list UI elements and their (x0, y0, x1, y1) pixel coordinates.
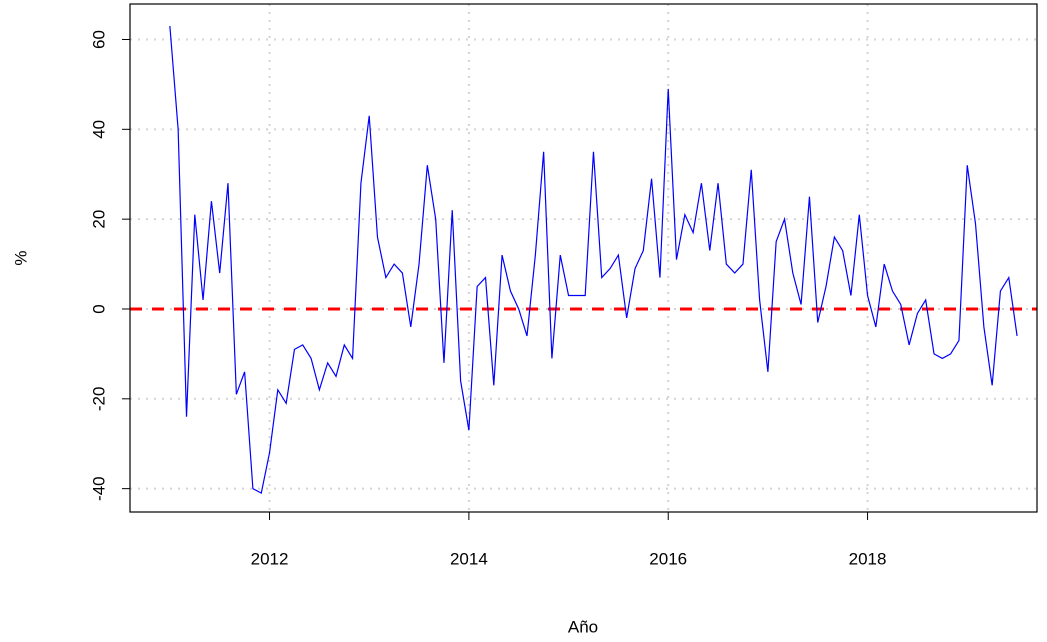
y-tick-label: 0 (89, 304, 108, 313)
y-tick-label: -20 (89, 387, 108, 412)
y-tick-label: 20 (89, 210, 108, 229)
y-tick-label: 40 (89, 120, 108, 139)
x-axis-label: Año (568, 617, 598, 636)
y-tick-label: 60 (89, 30, 108, 49)
plot-frame (129, 3, 1038, 513)
y-axis-label: % (11, 250, 30, 265)
x-tick-label: 2018 (849, 549, 887, 568)
x-tick-label: 2016 (649, 549, 687, 568)
x-tick-label: 2012 (251, 549, 289, 568)
x-tick-label: 2014 (450, 549, 488, 568)
y-tick-label: -40 (89, 476, 108, 501)
data-line (169, 25, 1018, 495)
